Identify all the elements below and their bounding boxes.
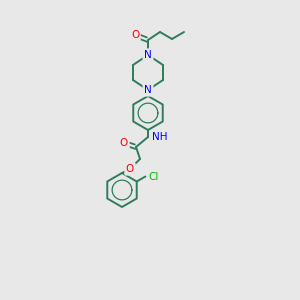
Text: N: N (144, 85, 152, 95)
Text: O: O (120, 138, 128, 148)
Text: N: N (144, 50, 152, 60)
Text: O: O (131, 30, 139, 40)
Text: NH: NH (152, 132, 167, 142)
Text: O: O (126, 164, 134, 174)
Text: Cl: Cl (148, 172, 159, 182)
